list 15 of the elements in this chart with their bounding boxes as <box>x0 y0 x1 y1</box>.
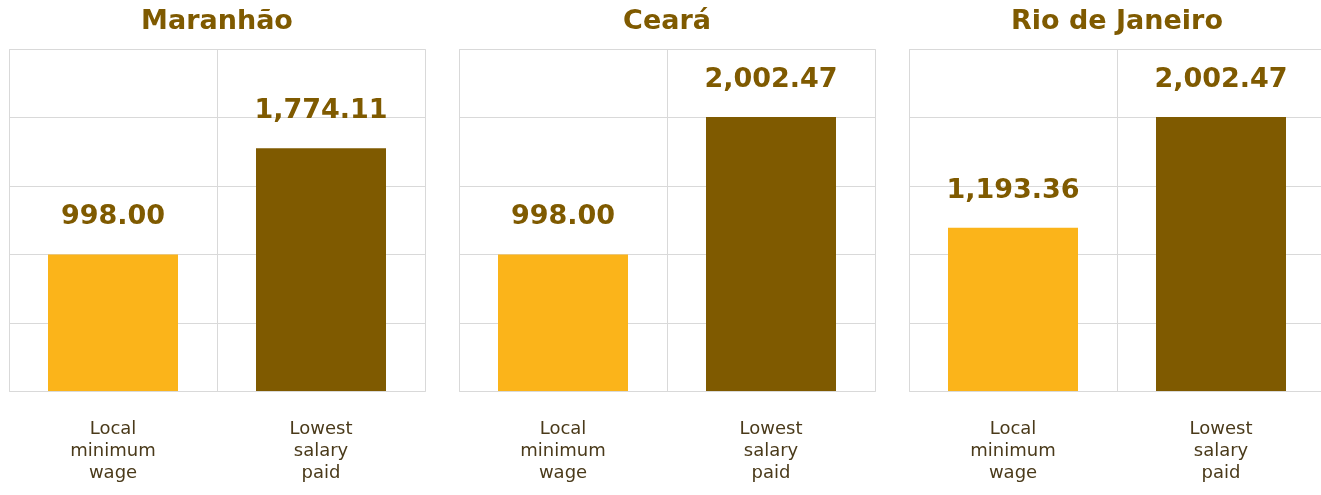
data-label: 1,193.36 <box>946 172 1080 204</box>
chart-title: Maranhão <box>141 4 293 35</box>
data-label: 998.00 <box>60 199 166 231</box>
chart-title: Rio de Janeiro <box>1011 4 1223 35</box>
x-tick-label: Local minimum wage <box>70 416 156 482</box>
chart-title: Ceará <box>623 4 711 35</box>
data-label: 1,774.11 <box>254 93 388 125</box>
data-label: 998.00 <box>510 199 616 231</box>
x-tick-label: Lowest salary paid <box>739 416 803 482</box>
x-tick-label: Lowest salary paid <box>1189 416 1253 482</box>
data-label: 2,002.47 <box>704 62 838 94</box>
data-label: 2,002.47 <box>1154 62 1288 94</box>
x-tick-label: Local minimum wage <box>970 416 1056 482</box>
x-tick-label: Local minimum wage <box>520 416 606 482</box>
x-tick-label: Lowest salary paid <box>289 416 353 482</box>
